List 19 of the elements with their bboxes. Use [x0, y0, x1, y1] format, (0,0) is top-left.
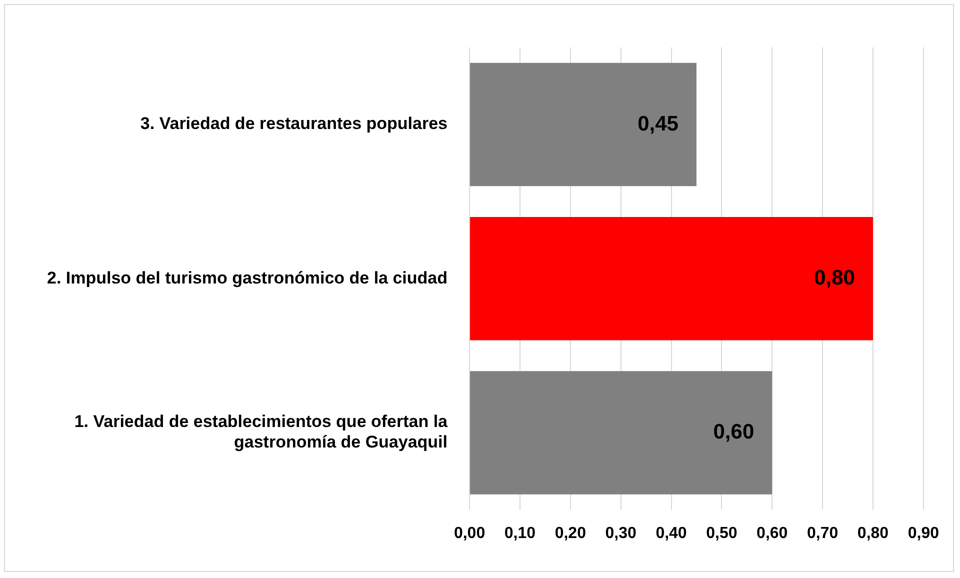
x-tick-label: 0,30 [605, 524, 636, 542]
bar [470, 371, 772, 494]
x-tick-label: 0,20 [554, 524, 586, 542]
x-tick-label: 0,40 [656, 524, 687, 542]
data-label: 0,80 [814, 266, 855, 290]
x-tick-label: 0,80 [857, 524, 889, 542]
data-label: 0,60 [713, 420, 754, 444]
x-tick-label: 0,00 [454, 524, 486, 542]
x-tick-label: 0,70 [806, 524, 838, 542]
y-tick-label: 2. Impulso del turismo gastronómico de la ciudad [46, 268, 448, 288]
y-tick-label: 3. Variedad de restaurantes populares [140, 114, 448, 134]
x-tick-label: 0,90 [908, 524, 940, 542]
x-tick-label: 0,10 [504, 524, 536, 542]
y-tick-label: 1. Variedad de establecimientos que ofertan la gastronomía de Guayaquil [74, 412, 448, 452]
x-tick-label: 0,60 [756, 524, 788, 542]
x-tick-label: 0,50 [706, 524, 738, 542]
bar [470, 216, 873, 340]
data-label: 0,45 [638, 112, 679, 136]
bar [470, 62, 696, 186]
